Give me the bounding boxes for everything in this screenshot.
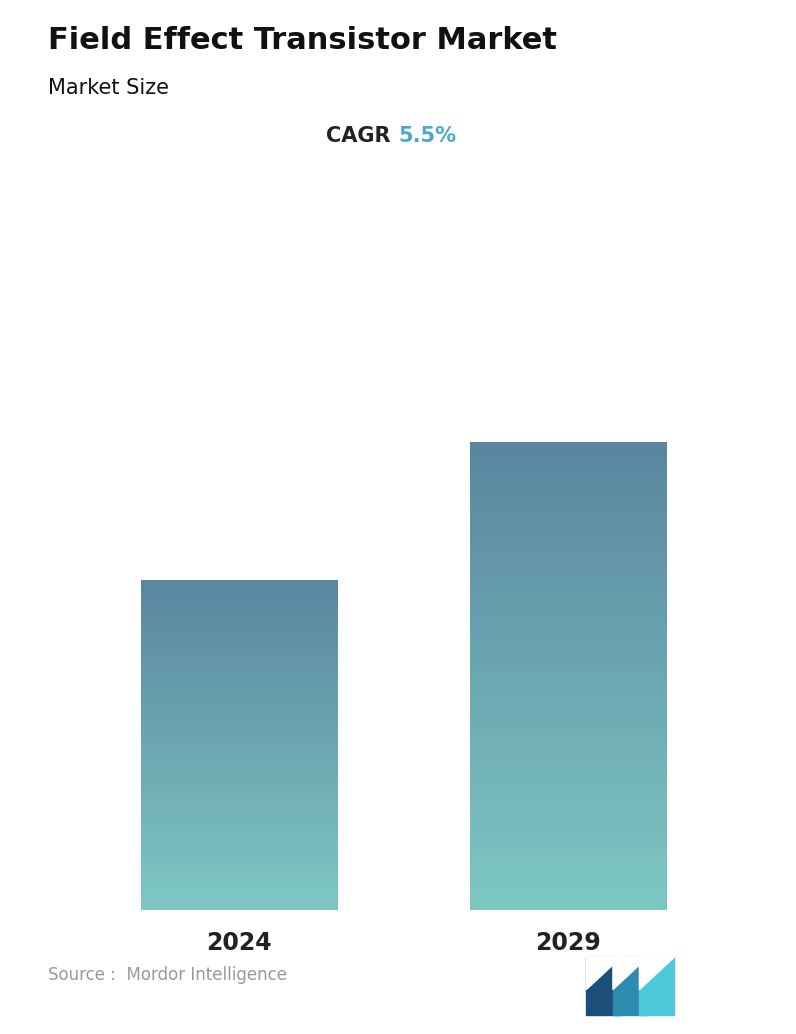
Polygon shape [587,957,622,990]
Text: CAGR: CAGR [326,126,398,146]
Text: Field Effect Transistor Market: Field Effect Transistor Market [48,26,556,55]
Text: Source :  Mordor Intelligence: Source : Mordor Intelligence [48,967,287,984]
Polygon shape [587,957,622,1015]
Text: 5.5%: 5.5% [398,126,456,146]
Polygon shape [639,957,674,1015]
Polygon shape [613,957,648,1015]
Text: Market Size: Market Size [48,78,169,97]
Polygon shape [639,957,674,990]
Polygon shape [613,957,648,990]
